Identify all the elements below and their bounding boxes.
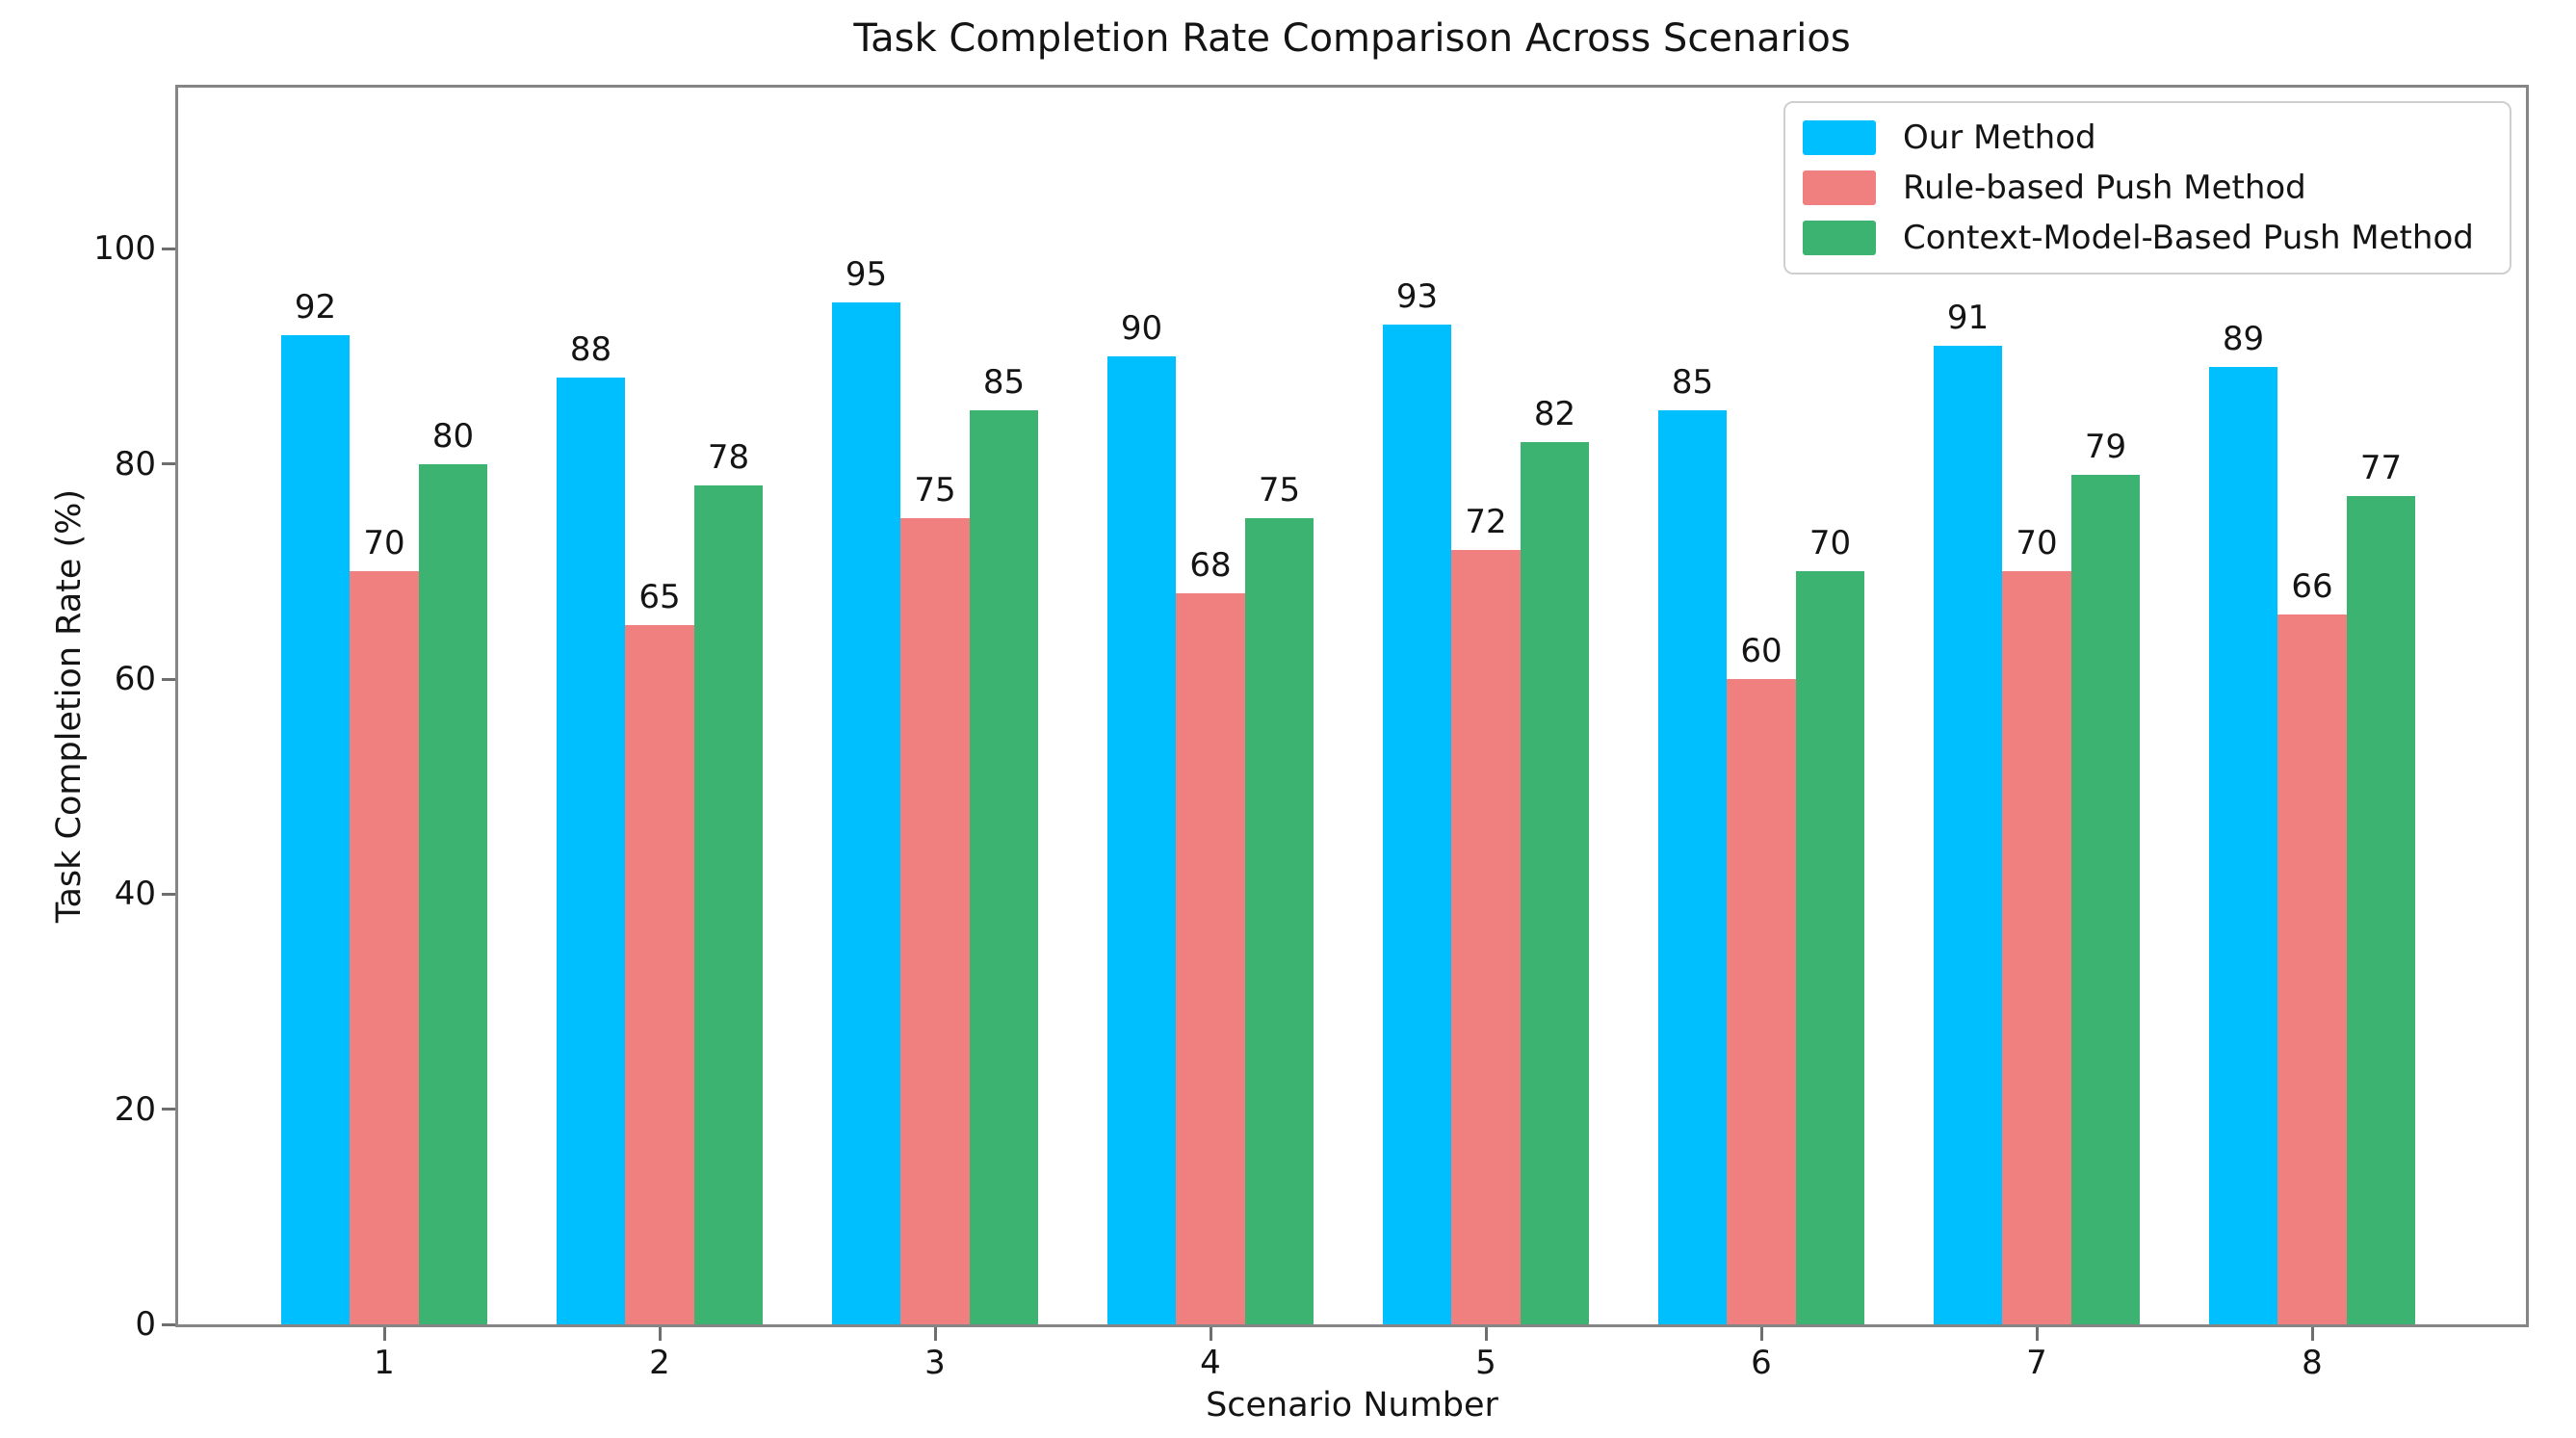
x-tick-mark — [2035, 1327, 2039, 1341]
legend-swatch-icon — [1803, 120, 1876, 155]
legend-swatch-icon — [1803, 221, 1876, 255]
y-tick-mark — [162, 462, 175, 466]
y-tick-label: 100 — [93, 229, 156, 269]
x-tick-mark — [1759, 1327, 1763, 1341]
x-tick-label: 4 — [1200, 1344, 1221, 1382]
bar-context-model-based-push-method-scenario-8 — [2346, 496, 2416, 1324]
bar-value-label: 80 — [431, 416, 475, 456]
x-tick-label: 2 — [649, 1344, 670, 1382]
plot-area: Our Method Rule-based Push Method Context-… — [175, 85, 2529, 1327]
bar-value-label: 78 — [707, 438, 750, 478]
bar-context-model-based-push-method-scenario-3 — [969, 409, 1039, 1324]
bar-value-label: 72 — [1465, 503, 1507, 542]
bar-value-label: 79 — [2084, 427, 2127, 466]
bar-rule-based-push-method-scenario-5 — [1451, 550, 1521, 1324]
bar-context-model-based-push-method-scenario-7 — [2070, 474, 2141, 1324]
bar-our-method-scenario-8 — [2208, 367, 2278, 1324]
x-tick-label: 6 — [1751, 1344, 1772, 1382]
bar-value-label: 75 — [1258, 470, 1301, 510]
y-tick-label: 20 — [114, 1089, 156, 1129]
y-tick-mark — [162, 677, 175, 681]
legend-item-context-model-based-push-method: Context-Model-Based Push Method — [1803, 213, 2492, 263]
x-axis-label: Scenario Number — [1206, 1386, 1498, 1425]
x-tick-mark — [2310, 1327, 2314, 1341]
legend-item-our-method: Our Method — [1803, 113, 2492, 163]
y-tick-label: 40 — [114, 875, 156, 914]
bar-rule-based-push-method-scenario-1 — [350, 571, 419, 1324]
bar-value-label: 70 — [363, 524, 405, 563]
bar-value-label: 68 — [1189, 545, 1232, 585]
y-tick-mark — [162, 1322, 175, 1326]
y-tick-mark — [162, 1108, 175, 1111]
bar-value-label: 95 — [845, 255, 888, 295]
bar-rule-based-push-method-scenario-7 — [2002, 571, 2071, 1324]
x-tick-label: 5 — [1475, 1344, 1496, 1382]
y-tick-mark — [162, 247, 175, 250]
y-tick-mark — [162, 892, 175, 896]
legend-label: Context-Model-Based Push Method — [1903, 219, 2474, 257]
chart-title: Task Completion Rate Comparison Across S… — [853, 16, 1851, 61]
bar-value-label: 75 — [914, 470, 956, 510]
bar-our-method-scenario-1 — [280, 334, 351, 1324]
legend-swatch-icon — [1803, 170, 1876, 205]
x-tick-label: 1 — [374, 1344, 395, 1382]
x-tick-mark — [1484, 1327, 1488, 1341]
bar-value-label: 85 — [1671, 362, 1714, 402]
bar-value-label: 88 — [569, 330, 612, 370]
bar-context-model-based-push-method-scenario-1 — [418, 463, 488, 1324]
bar-value-label: 90 — [1120, 309, 1163, 349]
bar-context-model-based-push-method-scenario-4 — [1244, 517, 1314, 1324]
x-tick-mark — [1209, 1327, 1212, 1341]
bar-value-label: 89 — [2222, 320, 2265, 359]
bar-our-method-scenario-3 — [831, 302, 901, 1324]
bar-value-label: 60 — [1740, 632, 1782, 671]
y-tick-label: 60 — [114, 660, 156, 699]
x-tick-label: 8 — [2302, 1344, 2323, 1382]
bar-value-label: 85 — [982, 362, 1026, 402]
x-tick-label: 3 — [924, 1344, 946, 1382]
bar-rule-based-push-method-scenario-8 — [2277, 614, 2347, 1324]
bar-our-method-scenario-2 — [556, 378, 626, 1324]
bar-value-label: 92 — [294, 287, 337, 327]
bar-value-label: 93 — [1395, 276, 1439, 316]
bar-value-label: 91 — [1946, 298, 1990, 337]
bar-value-label: 66 — [2291, 567, 2333, 607]
bar-context-model-based-push-method-scenario-2 — [693, 485, 764, 1324]
bar-value-label: 70 — [2016, 524, 2058, 563]
bar-rule-based-push-method-scenario-4 — [1176, 592, 1245, 1324]
bar-our-method-scenario-6 — [1657, 409, 1728, 1324]
bar-our-method-scenario-4 — [1106, 356, 1177, 1324]
bar-value-label: 82 — [1533, 395, 1576, 434]
x-tick-mark — [382, 1327, 386, 1341]
bar-value-label: 70 — [1808, 524, 1852, 563]
y-tick-label: 0 — [135, 1305, 156, 1344]
x-tick-mark — [658, 1327, 662, 1341]
bar-value-label: 65 — [638, 578, 681, 617]
y-axis-label: Task Completion Rate (%) — [50, 488, 89, 924]
bar-context-model-based-push-method-scenario-5 — [1520, 442, 1590, 1324]
legend-label: Our Method — [1903, 118, 2096, 157]
y-tick-label: 80 — [114, 444, 156, 484]
x-tick-mark — [933, 1327, 937, 1341]
bar-our-method-scenario-5 — [1382, 324, 1452, 1324]
bar-rule-based-push-method-scenario-2 — [625, 625, 694, 1324]
x-tick-label: 7 — [2026, 1344, 2047, 1382]
bar-our-method-scenario-7 — [1933, 345, 2003, 1324]
bar-context-model-based-push-method-scenario-6 — [1795, 571, 1865, 1324]
legend-item-rule-based-push-method: Rule-based Push Method — [1803, 163, 2492, 213]
bar-rule-based-push-method-scenario-3 — [900, 517, 970, 1324]
bar-rule-based-push-method-scenario-6 — [1727, 679, 1796, 1324]
legend-label: Rule-based Push Method — [1903, 169, 2306, 207]
bar-value-label: 77 — [2359, 449, 2403, 488]
legend: Our Method Rule-based Push Method Context-… — [1783, 101, 2511, 275]
